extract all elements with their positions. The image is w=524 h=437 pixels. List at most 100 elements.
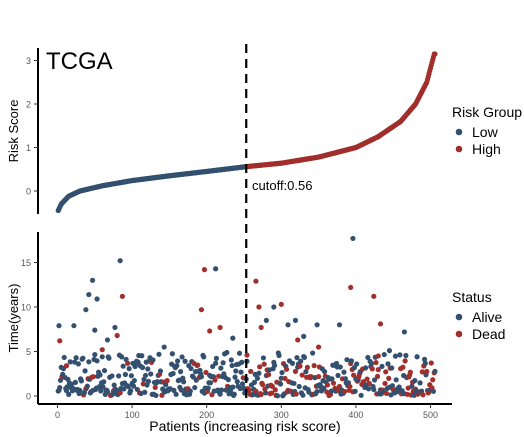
survival-time-point	[330, 380, 337, 386]
survival-time-point	[298, 358, 304, 364]
survival-time-point	[263, 317, 269, 323]
survival-time-point	[379, 363, 385, 370]
survival-time-point	[217, 391, 223, 397]
risk-score-panel-title: TCGA	[46, 48, 113, 75]
survival-time-point	[348, 358, 355, 364]
survival-time-point	[389, 365, 395, 371]
survival-time-point	[297, 363, 303, 369]
survival-time-point	[400, 364, 406, 370]
survival-time-point	[421, 356, 428, 362]
survival-time-point	[73, 355, 79, 361]
survival-time-point	[201, 267, 208, 273]
risk-score-points	[55, 51, 438, 214]
risk-score-y-tick-label: 0	[26, 187, 31, 197]
survival-time-point	[301, 333, 307, 339]
survival-time-point	[412, 378, 418, 384]
survival-time-point	[154, 378, 161, 385]
survival-time-point	[99, 354, 105, 360]
survival-time-point	[126, 366, 132, 372]
survival-time-point	[348, 284, 354, 291]
survival-time-point	[283, 366, 290, 372]
survival-time-point	[409, 383, 415, 389]
survival-time-point	[316, 374, 322, 380]
survival-time-point	[82, 368, 88, 374]
survival-time-point	[329, 376, 335, 382]
survival-time-point	[310, 350, 316, 356]
survival-time-point	[337, 364, 343, 370]
survival-time-point	[131, 377, 137, 384]
survival-time-point	[104, 337, 111, 343]
survival-time-point	[389, 383, 396, 389]
survival-time-point	[72, 379, 78, 385]
survival-time-point	[266, 372, 272, 378]
survival-time-point	[122, 371, 128, 378]
survival-time-point	[364, 376, 370, 382]
survival-time-point	[278, 375, 284, 381]
survival-time-panel: 0 5 10 15 0 100 200 300 400 500 Time(years) Pati…	[6, 232, 452, 434]
survival-time-point	[295, 337, 301, 343]
patients-x-tick-label: 100	[125, 410, 140, 420]
survival-time-point	[101, 379, 107, 385]
survival-time-point	[314, 388, 320, 395]
survival-time-point	[278, 301, 284, 307]
survival-time-point	[365, 354, 371, 361]
survival-time-point	[341, 369, 347, 375]
survival-time-point	[419, 369, 425, 375]
survival-time-point	[351, 372, 357, 378]
survival-time-point	[260, 382, 266, 388]
risk-score-y-tick-label: 2	[26, 100, 31, 110]
survival-time-point	[373, 359, 379, 366]
survival-time-point	[84, 383, 90, 389]
survival-time-point	[219, 387, 225, 393]
survival-time-point	[119, 293, 125, 299]
survival-time-point	[218, 365, 224, 371]
survival-time-point	[299, 372, 305, 378]
survival-time-point	[386, 375, 392, 381]
survival-time-point	[324, 382, 331, 388]
survival-time-point	[225, 377, 231, 383]
survival-time-point	[350, 235, 356, 242]
survival-time-point	[198, 307, 205, 313]
survival-time-point	[182, 358, 188, 364]
survival-time-point	[170, 370, 176, 377]
survival-time-point	[347, 383, 353, 390]
survival-time-point	[303, 369, 309, 375]
survival-time-point	[335, 372, 341, 379]
survival-time-point	[407, 369, 413, 375]
survival-time-point	[224, 349, 230, 356]
survival-time-point	[432, 368, 438, 374]
survival-time-point	[417, 380, 423, 386]
status-legend: Status Alive Dead	[452, 289, 505, 342]
legend-high-label: High	[472, 141, 501, 157]
patients-x-tick-label: 200	[199, 410, 214, 420]
survival-time-point	[383, 369, 389, 375]
survival-time-point	[195, 362, 201, 368]
survival-time-point	[289, 360, 296, 366]
survival-time-points	[55, 235, 438, 399]
survival-time-point	[164, 378, 170, 384]
survival-time-point	[237, 385, 243, 392]
survival-time-point	[125, 383, 131, 390]
risk-score-point	[432, 51, 438, 57]
survival-time-point	[213, 360, 219, 366]
survival-time-point	[274, 393, 281, 399]
risk-score-axis-label: Risk Score	[6, 100, 21, 163]
survival-time-point	[428, 360, 434, 366]
survival-time-point	[153, 392, 159, 399]
survival-time-point	[368, 361, 375, 367]
survival-time-point	[321, 368, 328, 375]
survival-time-point	[77, 387, 83, 394]
survival-time-point	[171, 387, 177, 393]
survival-time-point	[272, 387, 278, 393]
risk-group-legend-title: Risk Group	[452, 104, 522, 120]
survival-time-point	[382, 380, 388, 387]
survival-time-point	[121, 386, 127, 392]
survival-time-y-tick-label: 15	[21, 258, 31, 268]
survival-time-point	[238, 369, 244, 375]
survival-time-point	[152, 384, 158, 391]
survival-time-point	[254, 375, 261, 381]
legend-dead-label: Dead	[472, 326, 505, 342]
survival-time-point	[424, 368, 430, 375]
survival-time-point	[260, 355, 266, 361]
